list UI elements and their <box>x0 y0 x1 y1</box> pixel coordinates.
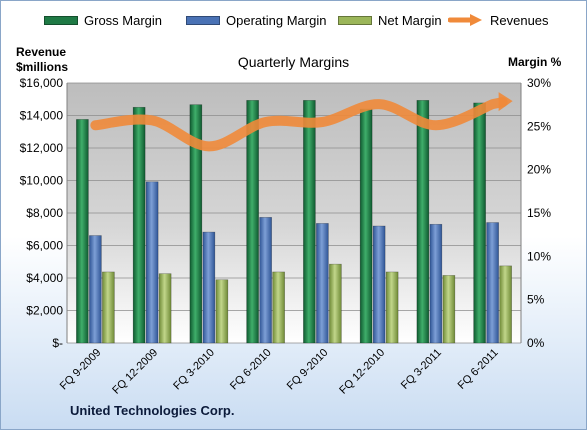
bar-net-margin <box>385 271 399 344</box>
bar-net-margin <box>102 271 115 344</box>
category-label: FQ 9-2009 <box>58 347 104 393</box>
left-tick-label: $10,000 <box>20 174 64 188</box>
legend-label-net-margin: Net Margin <box>378 12 442 28</box>
bar-gross-margin <box>76 119 89 344</box>
left-tick-label: $- <box>52 336 63 350</box>
legend-gross-margin: Gross Margin <box>44 12 162 28</box>
bar-operating-margin <box>202 231 216 344</box>
legend-label-revenues: Revenues <box>490 12 549 28</box>
legend-swatch-net-margin <box>338 15 372 25</box>
bar-net-margin <box>158 273 172 344</box>
category-label: FQ 3-2011 <box>399 347 444 392</box>
category-label: FQ 3-2010 <box>171 347 217 393</box>
right-tick-label: 30% <box>527 76 551 90</box>
bar-gross-margin <box>303 100 316 344</box>
category-label: FQ 6-2010 <box>228 347 274 393</box>
legend-label-operating-margin: Operating Margin <box>226 12 327 28</box>
category-label: FQ 6-2011 <box>456 347 501 392</box>
left-tick-label: $14,000 <box>20 109 64 123</box>
left-tick-label: $6,000 <box>26 239 63 253</box>
bar-operating-margin <box>259 217 272 344</box>
left-axis-title: Revenue $millions <box>16 45 68 75</box>
bar-gross-margin <box>132 106 146 344</box>
bar-net-margin <box>272 271 285 344</box>
legend-swatch-operating-margin <box>186 15 220 25</box>
left-tick-label: $4,000 <box>26 271 63 285</box>
right-tick-label: 15% <box>527 206 551 220</box>
legend-label-gross-margin: Gross Margin <box>84 12 163 28</box>
bar-operating-margin <box>316 223 329 344</box>
bar-gross-margin <box>246 100 259 344</box>
bar-operating-margin <box>486 222 499 344</box>
chart-title: Quarterly Margins <box>237 54 350 70</box>
right-axis-title: Margin % <box>508 55 562 69</box>
right-tick-label: 5% <box>527 293 545 307</box>
legend-arrow-icon <box>448 14 482 26</box>
bar-net-margin <box>329 263 342 344</box>
right-tick-label: 10% <box>527 249 551 263</box>
bar-net-margin <box>499 265 512 344</box>
bar-gross-margin <box>189 104 203 344</box>
company-name: United Technologies Corp. <box>70 403 235 418</box>
bar-net-margin <box>215 279 229 344</box>
legend-net-margin: Net Margin <box>338 12 442 28</box>
right-tick-label: 20% <box>527 163 551 177</box>
left-tick-label: $16,000 <box>20 76 64 90</box>
left-tick-label: $2,000 <box>26 304 63 318</box>
legend-operating-margin: Operating Margin <box>186 12 326 28</box>
category-label: FQ 12-2009 <box>110 347 160 397</box>
bar-operating-margin <box>89 235 102 344</box>
revenue-line <box>90 97 508 152</box>
bar-gross-margin <box>473 102 486 344</box>
bar-gross-margin <box>359 108 373 344</box>
category-label: FQ 9-2010 <box>285 347 331 393</box>
left-tick-label: $8,000 <box>26 206 63 220</box>
bar-operating-margin <box>145 181 159 344</box>
bar-net-margin <box>442 275 456 344</box>
bar-operating-margin <box>429 223 443 344</box>
bar-gross-margin <box>416 100 430 344</box>
category-label: FQ 12-2010 <box>337 347 387 397</box>
revenue-arrowhead <box>498 92 513 112</box>
legend-swatch-gross-margin <box>44 15 78 25</box>
left-tick-label: $12,000 <box>20 141 64 155</box>
bar-operating-margin <box>372 225 386 344</box>
right-tick-label: 0% <box>527 336 545 350</box>
left-axis-title-line1: Revenue <box>16 45 67 59</box>
legend-revenues: Revenues <box>448 12 549 28</box>
left-axis-title-line2: $millions <box>16 60 69 74</box>
right-tick-label: 25% <box>527 119 551 133</box>
